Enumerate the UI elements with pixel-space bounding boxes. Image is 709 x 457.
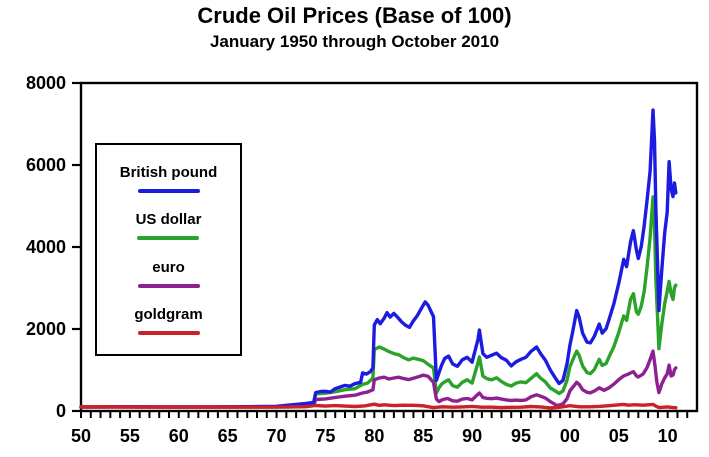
legend-label: British pound xyxy=(119,163,218,181)
legend-item-goldgram: goldgram xyxy=(134,306,203,336)
y-axis-tick-label: 2000 xyxy=(26,319,66,339)
x-axis-tick-label: 60 xyxy=(169,426,189,446)
y-axis-tick-label: 6000 xyxy=(26,155,66,175)
x-axis-tick-label: 50 xyxy=(71,426,91,446)
legend-line-swatch xyxy=(137,236,200,241)
y-axis-tick-label: 8000 xyxy=(26,73,66,93)
series-line-euro xyxy=(79,349,678,409)
y-axis-tick-label: 0 xyxy=(56,401,66,421)
chart-subtitle: January 1950 through October 2010 xyxy=(209,32,500,51)
x-axis-tick-label: 55 xyxy=(120,426,140,446)
x-axis-tick-label: 85 xyxy=(413,426,433,446)
legend-label: euro xyxy=(152,258,185,276)
x-axis-tick-label: 75 xyxy=(315,426,335,446)
x-axis-tick-label: 95 xyxy=(511,426,531,446)
legend-line-swatch xyxy=(137,188,200,193)
x-axis-tick-label: 70 xyxy=(267,426,287,446)
series-line-british-pound xyxy=(79,108,678,409)
series-line-goldgram xyxy=(79,402,678,410)
chart-title: Crude Oil Prices (Base of 100) xyxy=(197,3,512,28)
x-axis-tick-label: 10 xyxy=(658,426,678,446)
x-axis-tick-label: 90 xyxy=(462,426,482,446)
chart-legend: British pound US dollar euro goldgram xyxy=(95,143,242,356)
legend-item-euro: euro xyxy=(137,258,200,288)
legend-line-swatch xyxy=(137,283,200,288)
x-axis-tick-label: 80 xyxy=(364,426,384,446)
legend-item-us-dollar: US dollar xyxy=(135,211,202,241)
series-line-us-dollar xyxy=(79,195,678,409)
y-axis-tick-label: 4000 xyxy=(26,237,66,257)
legend-label: US dollar xyxy=(135,211,202,229)
legend-label: goldgram xyxy=(134,306,203,324)
x-axis-tick-label: 00 xyxy=(560,426,580,446)
legend-item-british-pound: British pound xyxy=(119,163,218,193)
legend-line-swatch xyxy=(137,331,200,336)
x-axis-tick-label: 05 xyxy=(609,426,629,446)
x-axis-tick-label: 65 xyxy=(218,426,238,446)
